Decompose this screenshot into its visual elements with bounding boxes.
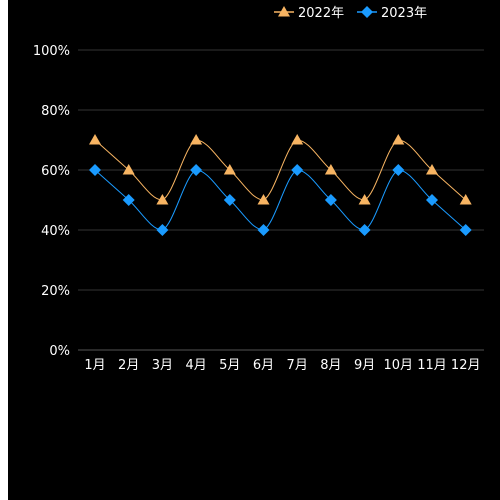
y-tick-label: 40% (41, 224, 70, 239)
legend-marker (361, 6, 373, 18)
data-point (156, 224, 169, 236)
series-group (89, 134, 472, 236)
x-axis-ticks: 1月 2月 3月 4月 5月 6月 7月 8月 9月 10月 11月 12月 (84, 358, 480, 373)
legend-item[interactable]: 2022年 (274, 6, 344, 21)
data-point (156, 194, 169, 205)
data-point (89, 134, 101, 145)
x-tick-label: 11月 (417, 358, 447, 373)
data-point (89, 164, 101, 176)
x-tick-label: 2月 (118, 358, 139, 373)
y-tick-label: 20% (41, 284, 70, 299)
x-tick-label: 3月 (152, 358, 173, 373)
x-tick-label: 7月 (287, 358, 308, 373)
data-point (426, 194, 438, 206)
data-point (426, 164, 438, 175)
chart-canvas: 0% 20% 40% 60% 80% 100% 1月 2月 3月 4月 5月 6月 7月 8月 9月 10月… (8, 0, 500, 500)
legend-label: 2023年 (381, 6, 427, 21)
x-tick-label: 4月 (185, 358, 206, 373)
y-tick-label: 0% (49, 344, 70, 359)
data-point (190, 164, 203, 176)
data-point (223, 164, 236, 175)
y-tick-label: 80% (41, 104, 70, 119)
data-point (358, 194, 371, 205)
data-point (324, 194, 337, 206)
x-tick-label: 5月 (219, 358, 240, 373)
data-point (223, 194, 236, 206)
data-point (257, 194, 270, 205)
data-point (459, 194, 472, 205)
data-point (291, 164, 304, 176)
legend-label: 2022年 (298, 6, 344, 21)
data-point (392, 164, 405, 176)
series-1 (89, 134, 472, 205)
data-point (459, 224, 472, 236)
data-point (392, 134, 405, 145)
series-2 (89, 164, 472, 236)
series-line (94, 169, 467, 231)
legend-item[interactable]: 2023年 (357, 6, 427, 21)
legend-marker (278, 6, 290, 17)
x-tick-label: 9月 (354, 358, 375, 373)
data-point (122, 194, 135, 206)
data-point (257, 224, 270, 236)
data-point (291, 134, 304, 145)
x-tick-label: 12月 (451, 358, 481, 373)
data-point (190, 134, 203, 145)
legend: 2022年 2023年 (274, 6, 427, 21)
data-point (358, 224, 371, 236)
grid-lines (78, 49, 484, 351)
data-point (122, 164, 135, 175)
line-chart: 0% 20% 40% 60% 80% 100% 1月 2月 3月 4月 5月 6月 7月 8月 9月 10月… (33, 6, 484, 373)
y-tick-label: 100% (33, 44, 70, 59)
x-tick-label: 6月 (253, 358, 274, 373)
data-point (324, 164, 337, 175)
x-tick-label: 1月 (84, 358, 105, 373)
y-axis-ticks: 0% 20% 40% 60% 80% 100% (33, 44, 70, 359)
y-tick-label: 60% (41, 164, 70, 179)
x-tick-label: 8月 (320, 358, 341, 373)
x-tick-label: 10月 (384, 358, 414, 373)
